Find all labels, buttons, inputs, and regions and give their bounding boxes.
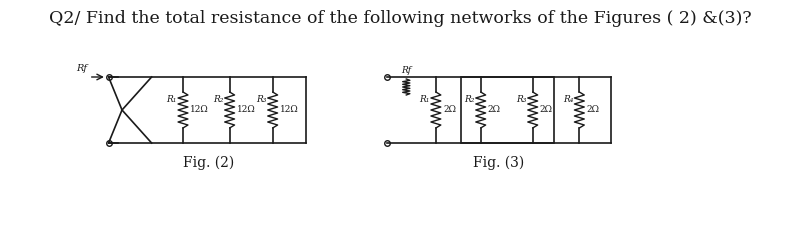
Text: R₂: R₂ — [213, 96, 223, 105]
Text: R₄: R₄ — [562, 96, 573, 105]
Text: R₁: R₁ — [166, 96, 177, 105]
Text: R₃: R₃ — [516, 96, 526, 105]
Text: R₃: R₃ — [256, 96, 266, 105]
Text: 12Ω: 12Ω — [190, 106, 209, 114]
Text: Fig. (2): Fig. (2) — [183, 156, 234, 170]
Text: R₂: R₂ — [464, 96, 474, 105]
Text: Rf: Rf — [402, 66, 411, 75]
Text: 2Ω: 2Ω — [488, 106, 501, 114]
Text: 12Ω: 12Ω — [237, 106, 255, 114]
Text: R₁: R₁ — [419, 96, 430, 105]
Bar — [461, 77, 554, 143]
Text: 12Ω: 12Ω — [280, 106, 298, 114]
Text: Rf: Rf — [76, 64, 87, 73]
Text: 2Ω: 2Ω — [586, 106, 599, 114]
Text: Q2/ Find the total resistance of the following networks of the Figures ( 2) &(3): Q2/ Find the total resistance of the fol… — [49, 10, 751, 27]
Text: Fig. (3): Fig. (3) — [473, 156, 524, 170]
Text: 2Ω: 2Ω — [443, 106, 456, 114]
Text: 2Ω: 2Ω — [540, 106, 553, 114]
